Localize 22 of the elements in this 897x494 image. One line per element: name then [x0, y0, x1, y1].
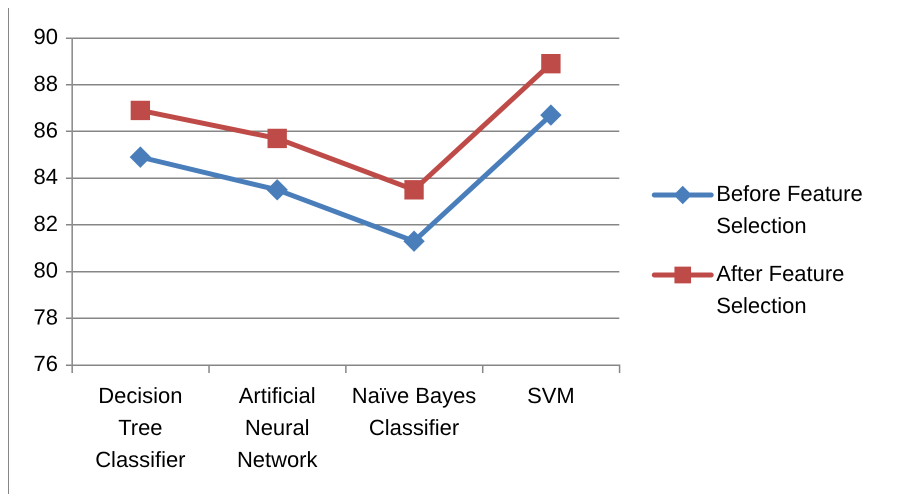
y-tick-label: 78 — [34, 304, 58, 330]
point — [130, 146, 151, 168]
point — [404, 180, 424, 200]
y-tick-label: 90 — [34, 24, 58, 50]
x-tick-label: Decision Tree Classifier — [95, 383, 186, 472]
x-tick-label: Artificial Neural Network — [236, 383, 318, 472]
legend-label: After Feature Selection — [716, 261, 844, 318]
y-tick-label: 86 — [34, 117, 58, 142]
legend-label: Before Feature Selection — [716, 181, 863, 238]
point — [540, 104, 562, 126]
point — [404, 230, 425, 252]
y-tick-label: 76 — [34, 351, 58, 376]
y-tick-label: 88 — [34, 70, 58, 96]
point — [266, 179, 288, 200]
y-tick-label: 82 — [34, 210, 58, 236]
point — [130, 100, 150, 120]
x-tick-label: SVM — [527, 383, 575, 408]
point — [268, 128, 287, 148]
y-tick-label: 84 — [34, 164, 58, 190]
x-tick-label: Naïve Bayes Classifier — [352, 383, 476, 440]
point — [541, 54, 561, 74]
y-tick-label: 80 — [34, 258, 58, 283]
